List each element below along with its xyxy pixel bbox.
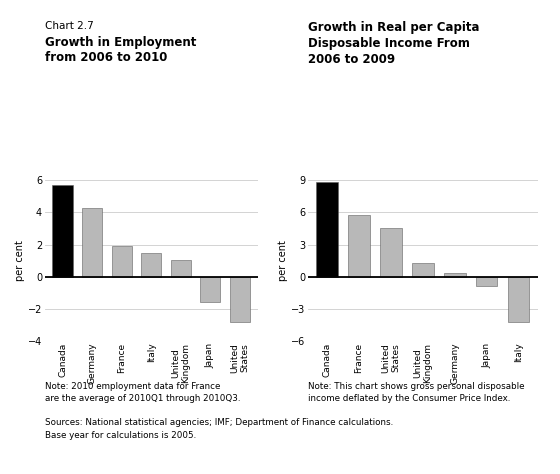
Bar [141, 254, 161, 277]
Y-axis label: per cent: per cent [15, 240, 25, 281]
Bar [444, 273, 465, 277]
Text: Note: This chart shows gross personal disposable: Note: This chart shows gross personal di… [308, 382, 525, 391]
Text: 2006 to 2009: 2006 to 2009 [308, 53, 395, 65]
Bar [230, 277, 250, 322]
Bar [53, 185, 73, 277]
Bar [111, 246, 132, 277]
Text: Growth in Real per Capita: Growth in Real per Capita [308, 21, 479, 34]
Text: Disposable Income From: Disposable Income From [308, 37, 470, 50]
Text: Chart 2.7: Chart 2.7 [45, 21, 94, 31]
Text: Note: 2010 employment data for France: Note: 2010 employment data for France [45, 382, 220, 391]
Text: Sources: National statistical agencies; IMF; Department of Finance calculations.: Sources: National statistical agencies; … [45, 418, 393, 427]
Text: income deflated by the Consumer Price Index.: income deflated by the Consumer Price In… [308, 394, 510, 403]
Bar [171, 260, 191, 277]
Bar [507, 277, 529, 322]
Bar [200, 277, 220, 302]
Text: are the average of 2010Q1 through 2010Q3.: are the average of 2010Q1 through 2010Q3… [45, 394, 240, 403]
Y-axis label: per cent: per cent [278, 240, 288, 281]
Bar [380, 228, 402, 277]
Text: Growth in Employment: Growth in Employment [45, 36, 196, 48]
Bar [412, 263, 433, 277]
Bar [316, 182, 338, 277]
Bar [348, 215, 370, 277]
Bar [476, 277, 497, 286]
Text: Base year for calculations is 2005.: Base year for calculations is 2005. [45, 431, 196, 440]
Text: from 2006 to 2010: from 2006 to 2010 [45, 51, 167, 64]
Bar [82, 208, 102, 277]
